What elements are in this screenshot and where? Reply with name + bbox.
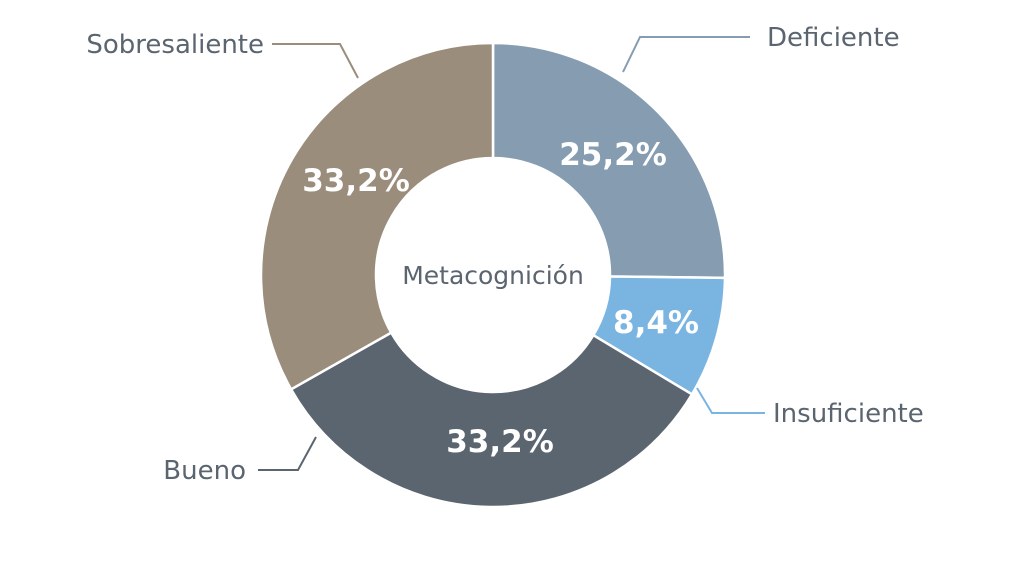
category-label: Insuficiente [773,399,924,429]
data-label: 25,2% [559,137,667,173]
data-label: 33,2% [302,163,410,199]
slice-sobresaliente [259,41,495,392]
leader-line [272,43,359,79]
category-label: Sobresaliente [86,30,264,60]
category-label: Bueno [163,456,246,486]
chart-title: Metacognición [402,261,584,290]
leader-line [622,36,750,73]
category-label: Deficiente [767,23,900,53]
slice-bueno [289,330,694,509]
data-label: 8,4% [613,305,699,341]
leader-line [258,436,317,471]
data-label: 33,2% [446,424,554,460]
leader-line [696,387,765,414]
slice-deficiente [491,41,727,280]
